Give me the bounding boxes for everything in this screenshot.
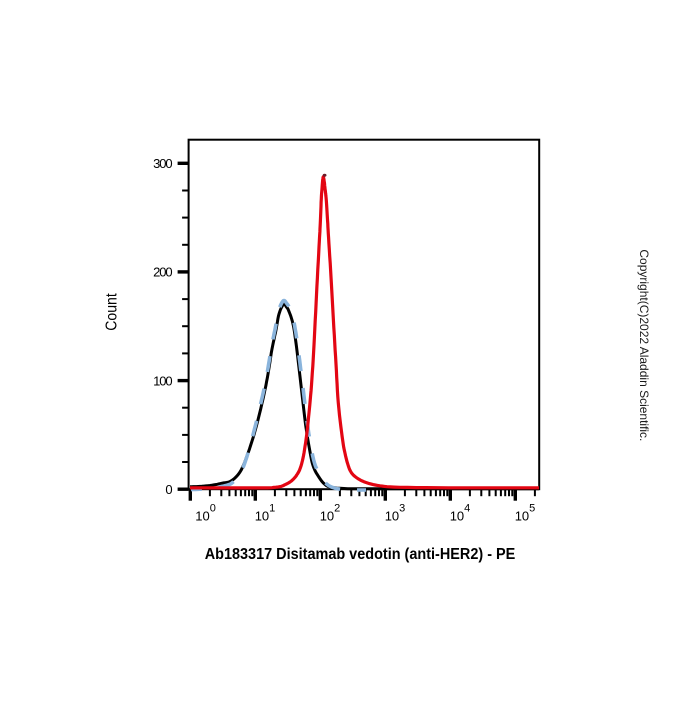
svg-text:100: 100 bbox=[153, 373, 173, 388]
svg-text:Copyright(C)2022 Aladdin Scien: Copyright(C)2022 Aladdin Scientific. bbox=[637, 249, 651, 441]
svg-text:200: 200 bbox=[153, 265, 173, 280]
svg-text:Count: Count bbox=[104, 293, 121, 331]
svg-text:0: 0 bbox=[165, 482, 172, 497]
svg-text:Ab183317 Disitamab vedotin (an: Ab183317 Disitamab vedotin (anti-HER2) -… bbox=[205, 546, 516, 563]
svg-text:300: 300 bbox=[153, 156, 173, 171]
